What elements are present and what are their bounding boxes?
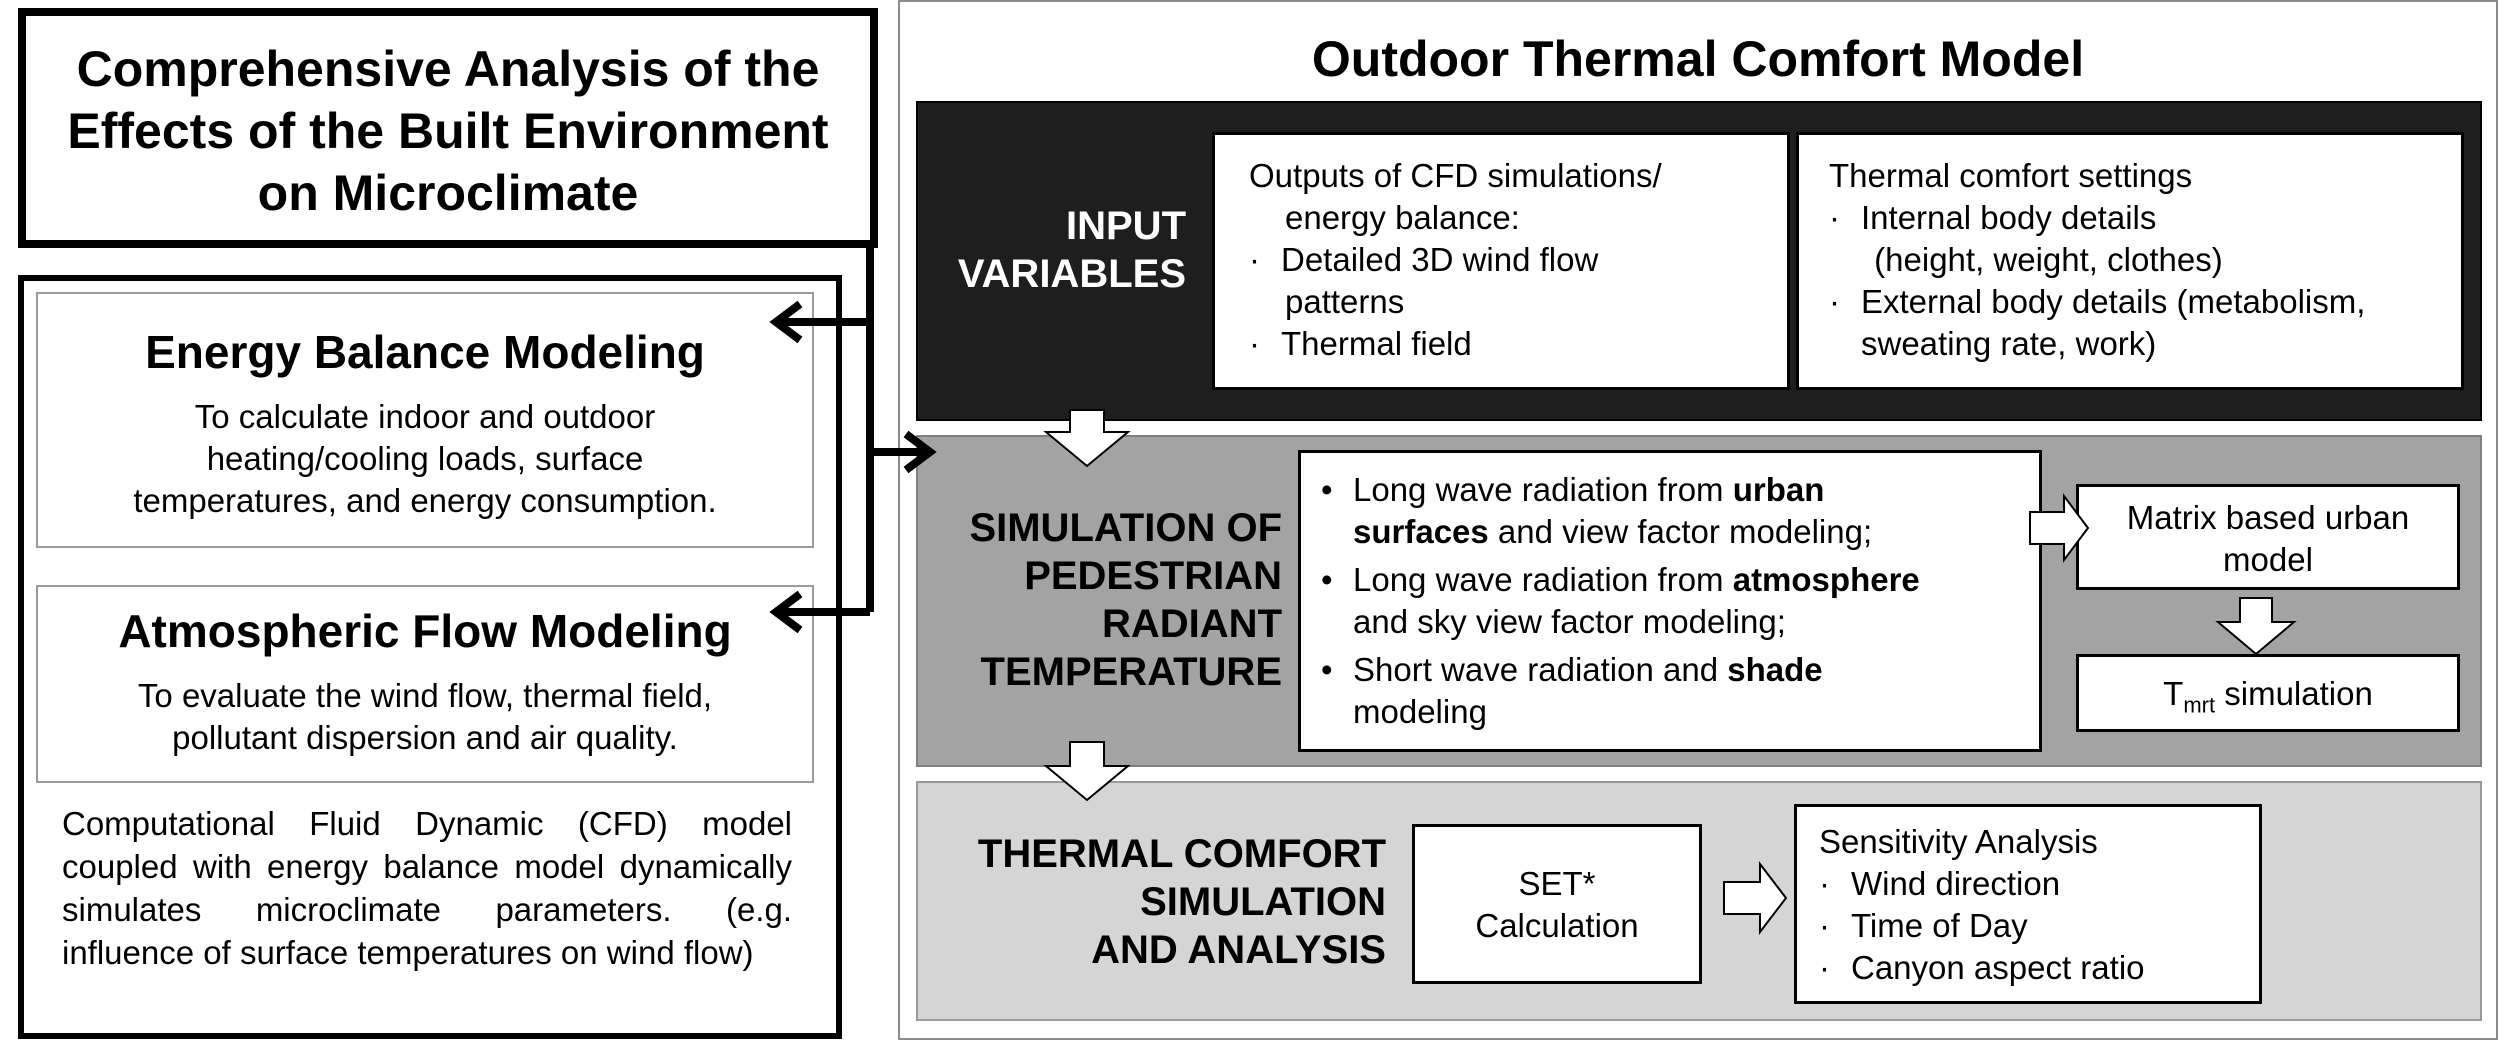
radiation-bullet-item: • Long wave radiation from urban <box>1321 471 1825 508</box>
radiation-bullet-text: Long wave radiation from <box>1353 471 1733 508</box>
sim-label-line: SIMULATION OF <box>969 506 1282 550</box>
comfort-bullet-text: External body details (metabolism, <box>1861 283 2366 320</box>
radiation-modeling-box: • Long wave radiation from urban surfaces… <box>1298 450 2042 752</box>
sensitivity-item: · Wind direction <box>1819 865 2061 902</box>
energy-balance-description: To calculate indoor and outdoor heating/… <box>58 396 792 522</box>
comfort-bullet-text: (height, weight, clothes) <box>1865 241 2223 278</box>
cfd-outputs-heading: Outputs of CFD simulations/ <box>1249 157 1662 194</box>
analysis-title: Comprehensive Analysis of the Effects of… <box>26 38 870 224</box>
analysis-title-box: Comprehensive Analysis of the Effects of… <box>18 8 878 248</box>
radiation-bullet-item: • Short wave radiation and shade <box>1321 651 1823 688</box>
energy-balance-box: Energy Balance Modeling To calculate ind… <box>36 292 814 548</box>
input-label-line: INPUT <box>1066 204 1186 248</box>
matrix-model-line: model <box>2223 541 2313 578</box>
analysis-title-line: Effects of the Built Environment <box>67 103 829 159</box>
atmospheric-flow-box: Atmospheric Flow Modeling To evaluate th… <box>36 585 814 783</box>
set-calculation-line: SET* <box>1518 865 1596 902</box>
energy-balance-title: Energy Balance Modeling <box>145 326 705 378</box>
comfort-bullet-text: Internal body details <box>1861 199 2157 236</box>
set-calculation-text: SET* Calculation <box>1415 863 1699 947</box>
radiation-bullet-bold: atmosphere <box>1732 561 1920 598</box>
atmos-desc-line: pollutant dispersion and air quality. <box>172 719 678 756</box>
sensitivity-heading: Sensitivity Analysis <box>1819 823 2098 860</box>
tmrt-simulation-box: Tmrt simulation <box>2076 654 2460 732</box>
set-calculation-line: Calculation <box>1475 907 1639 944</box>
sensitivity-item-text: Time of Day <box>1851 907 2028 944</box>
sensitivity-analysis-box: Sensitivity Analysis · Wind direction · Ti… <box>1794 804 2262 1004</box>
analysis-title-line: Comprehensive Analysis of the <box>76 41 820 97</box>
tmrt-subscript: mrt <box>2183 692 2216 718</box>
sensitivity-analysis-content: Sensitivity Analysis · Wind direction · Ti… <box>1819 821 2259 989</box>
tc-label-line: SIMULATION <box>1140 880 1386 924</box>
cfd-bullet-text: Thermal field <box>1281 325 1472 362</box>
radiation-bullet-text: and view factor modeling; <box>1488 513 1873 550</box>
thermal-comfort-model-title: Outdoor Thermal Comfort Model <box>1311 31 2085 87</box>
radiation-bullet-line: modeling <box>1353 693 1487 730</box>
radiation-bullet-text: Long wave radiation from <box>1353 561 1733 598</box>
atmos-desc-line: To evaluate the wind flow, thermal field… <box>137 677 713 714</box>
matrix-model-text: Matrix based urban model <box>2079 497 2457 581</box>
radiation-bullet-bold: urban <box>1732 471 1825 508</box>
sim-label-line: TEMPERATURE <box>980 650 1282 694</box>
cfd-bullet-text: Detailed 3D wind flow <box>1281 241 1599 278</box>
radiation-bullet-line: and sky view factor modeling; <box>1353 603 1786 640</box>
sensitivity-item: · Canyon aspect ratio <box>1819 949 2145 986</box>
comfort-settings-content: Thermal comfort settings · Internal body … <box>1829 155 2459 365</box>
radiation-bullet-item: • Long wave radiation from atmosphere <box>1321 561 1920 598</box>
sim-label-line: PEDESTRIAN <box>1024 554 1282 598</box>
comfort-bullet-item: · External body details (metabolism, <box>1829 283 2366 320</box>
down-arrow-icon <box>1043 741 1131 802</box>
matrix-model-box: Matrix based urban model <box>2076 484 2460 590</box>
right-arrow-icon <box>1723 861 1788 935</box>
energy-desc-line: heating/cooling loads, surface <box>206 440 644 477</box>
input-variables-label: INPUT VARIABLES <box>920 202 1186 298</box>
thermal-comfort-label: THERMAL COMFORT SIMULATION AND ANALYSIS <box>920 830 1386 974</box>
tc-label-line: THERMAL COMFORT <box>977 832 1386 876</box>
energy-desc-line: To calculate indoor and outdoor <box>194 398 656 435</box>
radiation-bullet-text: Short wave radiation and <box>1353 651 1728 688</box>
sensitivity-item-text: Wind direction <box>1851 865 2061 902</box>
cfd-outputs-box: Outputs of CFD simulations/ energy balan… <box>1212 132 1790 390</box>
atmos-arrow-head <box>769 590 803 634</box>
modeling-panel <box>18 275 842 1039</box>
radiation-bullet-line: surfaces and view factor modeling; <box>1321 511 2041 553</box>
energy-desc-line: temperatures, and energy consumption. <box>133 482 717 519</box>
comfort-bullet-item: · Internal body details <box>1829 199 2157 236</box>
analysis-title-line: on Microclimate <box>257 165 639 221</box>
thermal-comfort-panel <box>898 0 2498 1040</box>
energy-arrow-head <box>769 300 803 344</box>
tc-label-line: AND ANALYSIS <box>1091 928 1386 972</box>
cfd-bullet-item: · Thermal field <box>1249 325 1472 362</box>
comfort-bullet-text: sweating rate, work) <box>1861 325 2157 362</box>
cfd-outputs-heading: energy balance: <box>1285 199 1520 236</box>
atmospheric-flow-title: Atmospheric Flow Modeling <box>118 605 732 657</box>
right-arrow-icon <box>2029 493 2090 563</box>
radiation-bullet-bold: surfaces <box>1353 513 1489 550</box>
down-arrow-icon <box>2215 597 2297 656</box>
cfd-outputs-content: Outputs of CFD simulations/ energy balan… <box>1249 155 1789 365</box>
sensitivity-item-text: Canyon aspect ratio <box>1851 949 2145 986</box>
comfort-settings-heading: Thermal comfort settings <box>1829 157 2193 194</box>
sim-label-line: RADIANT <box>1102 602 1282 646</box>
tmrt-label: simulation <box>2215 675 2373 712</box>
comfort-settings-box: Thermal comfort settings · Internal body … <box>1796 132 2464 390</box>
radiation-bullet-bold: shade <box>1727 651 1823 688</box>
down-arrow-icon <box>1043 409 1131 468</box>
input-label-line: VARIABLES <box>957 252 1186 296</box>
set-calculation-box: SET* Calculation <box>1412 824 1702 984</box>
cfd-bullet-item: · Detailed 3D wind flow <box>1249 241 1599 278</box>
cfd-bullet-text: patterns <box>1285 283 1405 320</box>
radiation-modeling-content: • Long wave radiation from urban surfaces… <box>1321 469 2041 733</box>
model-arrow-head <box>903 430 937 474</box>
sensitivity-item: · Time of Day <box>1819 907 2028 944</box>
tmrt-simulation-text: Tmrt simulation <box>2079 673 2457 727</box>
radiant-temperature-label: SIMULATION OF PEDESTRIAN RADIANT TEMPERA… <box>920 504 1282 696</box>
tmrt-symbol: T <box>2163 675 2184 712</box>
atmospheric-flow-description: To evaluate the wind flow, thermal field… <box>58 675 792 759</box>
matrix-model-line: Matrix based urban <box>2126 499 2410 536</box>
cfd-description: Computational Fluid Dynamic (CFD) model … <box>62 805 792 971</box>
